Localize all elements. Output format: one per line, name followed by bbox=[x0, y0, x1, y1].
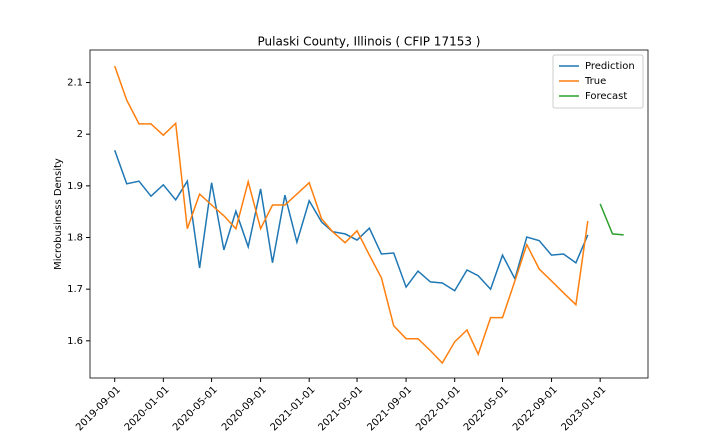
y-tick-label: 1.9 bbox=[67, 181, 83, 192]
y-tick-label: 1.7 bbox=[67, 284, 83, 295]
series-line bbox=[113, 65, 589, 365]
y-tick-label: 2.1 bbox=[67, 78, 83, 89]
legend-label: Prediction bbox=[585, 61, 635, 72]
legend-label: True bbox=[584, 76, 606, 87]
y-tick-label: 1.8 bbox=[67, 233, 83, 244]
chart-title: Pulaski County, Illinois ( CFIP 17153 ) bbox=[258, 35, 481, 49]
legend-label: Forecast bbox=[585, 91, 627, 102]
y-axis-label: Microbusiness Density bbox=[53, 158, 64, 270]
legend-box bbox=[552, 54, 644, 109]
y-tick-label: 2 bbox=[77, 129, 83, 140]
plot-frame bbox=[89, 49, 649, 379]
y-tick-label: 1.6 bbox=[67, 336, 83, 347]
series-line bbox=[599, 203, 624, 236]
